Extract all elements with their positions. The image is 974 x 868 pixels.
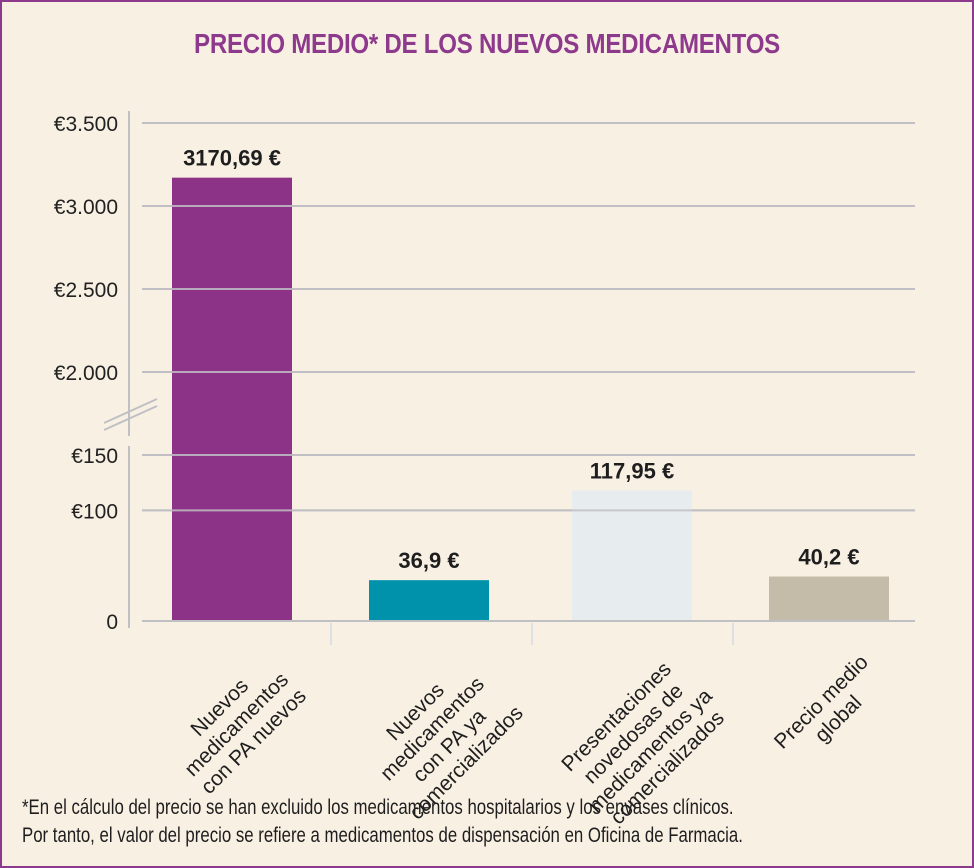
- axis-break-mark: [103, 405, 158, 431]
- category-separators: [330, 623, 734, 645]
- footnote: *En el cálculo del precio se han excluid…: [22, 794, 743, 850]
- y-tick-label: €100: [71, 500, 118, 523]
- bar: [769, 576, 889, 621]
- axis-break-mark: [103, 398, 158, 424]
- bar: [572, 490, 692, 621]
- data-labels: 3170,69 € 36,9 € 117,95 € 40,2 €: [183, 146, 860, 573]
- bar: [172, 177, 292, 621]
- y-tick-label: €2.500: [54, 279, 118, 302]
- footnote-line-1: *En el cálculo del precio se han excluid…: [22, 796, 734, 819]
- bars: [142, 122, 915, 622]
- bar: [369, 580, 489, 621]
- data-label: 117,95 €: [590, 458, 674, 483]
- y-tick-label: 0: [106, 611, 118, 634]
- chart-title: PRECIO MEDIO* DE LOS NUEVOS MEDICAMENTOS: [194, 28, 780, 59]
- y-axis: [103, 111, 158, 628]
- data-label: 40,2 €: [798, 545, 859, 570]
- y-tick-labels: €2.000 €2.500 €3.000 €3.500 0 €100 €150: [54, 113, 118, 634]
- y-tick-label: €2.000: [54, 362, 118, 385]
- data-label: 3170,69 €: [183, 146, 281, 171]
- y-tick-label: €150: [71, 445, 118, 468]
- data-label: 36,9 €: [398, 548, 459, 573]
- y-tick-label: €3.500: [54, 113, 118, 136]
- footnote-line-2: Por tanto, el valor del precio se refier…: [22, 824, 743, 847]
- y-tick-label: €3.000: [54, 196, 118, 219]
